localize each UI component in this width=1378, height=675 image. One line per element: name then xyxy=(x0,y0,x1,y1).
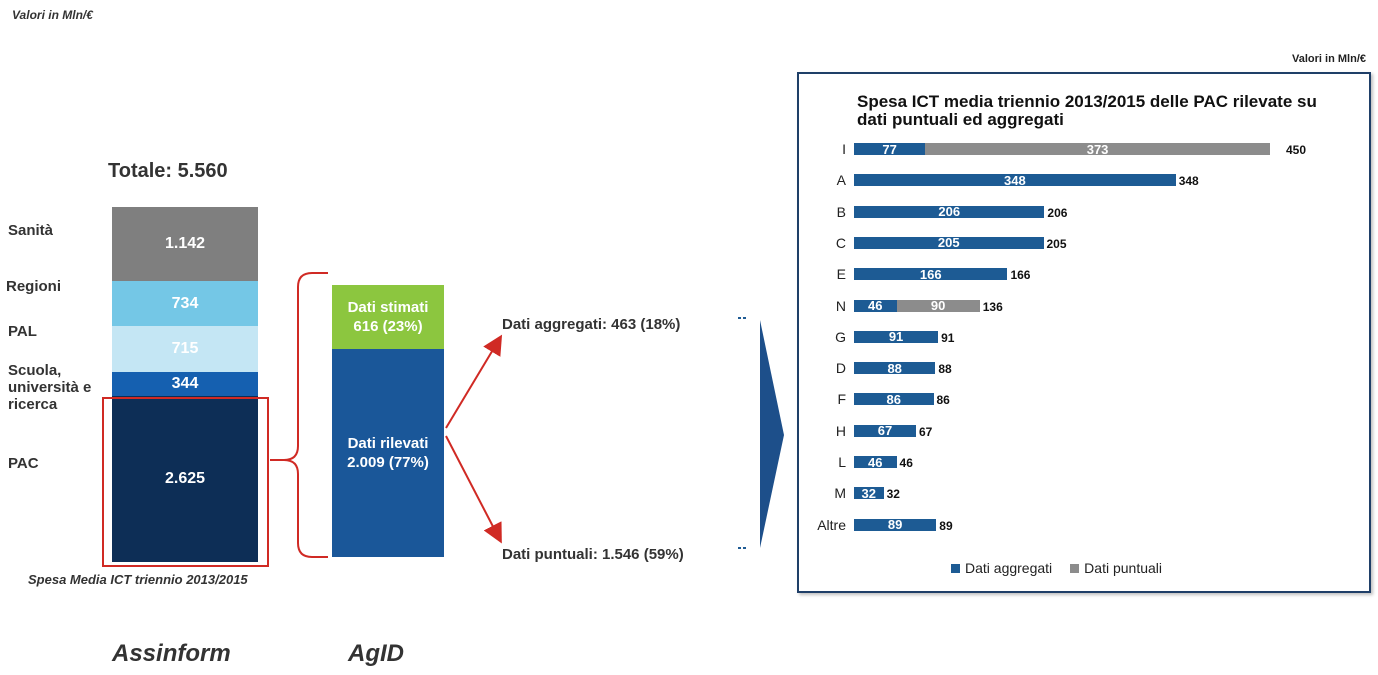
dashed-ticks xyxy=(738,317,746,549)
legend-swatch-puntuali xyxy=(1070,563,1080,573)
label-sanita: Sanità xyxy=(8,222,54,239)
segment-pal: 715 xyxy=(112,326,258,372)
segment-sanita: 1.142 xyxy=(112,207,258,281)
label-pal: PAL xyxy=(8,323,37,340)
total-label: Totale: 5.560 xyxy=(108,160,228,182)
stimati-value: 616 (23%) xyxy=(353,318,423,335)
legend-label-aggregati: Dati aggregati xyxy=(965,560,1053,576)
flow-label-aggregati: Dati aggregati: 463 (18%) xyxy=(502,316,681,333)
stimati-title: Dati stimati xyxy=(347,299,429,316)
unit-note: Valori in Mln/€ xyxy=(12,8,93,22)
pac-highlight-box xyxy=(102,397,269,567)
label-regioni: Regioni xyxy=(6,278,61,295)
segment-value: 2.625 xyxy=(164,470,206,487)
flow-label-puntuali: Dati puntuali: 1.546 (59%) xyxy=(502,546,684,563)
legend-label-puntuali: Dati puntuali xyxy=(1084,560,1162,576)
label-scuola: Scuola, università e ricerca xyxy=(8,362,92,413)
segment-dati-rilevati: Dati rilevati 2.009 (77%) xyxy=(332,349,444,557)
source-assinform: Assinform xyxy=(112,640,231,667)
arrow-puntuali xyxy=(445,435,502,544)
arrow-aggregati xyxy=(445,334,503,429)
legend-swatch-aggregati xyxy=(951,563,960,573)
segment-dati-stimati: Dati stimati 616 (23%) xyxy=(332,285,444,349)
segment-scuola: 344 xyxy=(112,372,258,396)
segment-value: 734 xyxy=(171,294,199,312)
segment-pac: 2.625 xyxy=(112,396,258,562)
segment-value: 715 xyxy=(171,340,199,357)
segment-regioni: 734 xyxy=(112,281,258,326)
segment-value: 1.142 xyxy=(164,235,206,252)
rilevati-value: 2.009 (77%) xyxy=(347,454,429,471)
chart-legend: Dati aggregati Dati puntuali xyxy=(951,560,1162,576)
footer-note: Spesa Media ICT triennio 2013/2015 xyxy=(28,572,248,587)
rilevati-title: Dati rilevati xyxy=(347,435,429,452)
chart-title: Spesa ICT media triennio 2013/2015 delle… xyxy=(857,92,1317,129)
source-agid: AgID xyxy=(348,640,404,667)
chart-panel xyxy=(797,72,1371,593)
segment-value: 344 xyxy=(171,375,199,392)
brace-connector xyxy=(270,272,328,558)
panel-unit-note: Valori in Mln/€ xyxy=(1292,53,1366,65)
label-pac: PAC xyxy=(8,455,39,472)
chevron-icon xyxy=(760,320,784,548)
